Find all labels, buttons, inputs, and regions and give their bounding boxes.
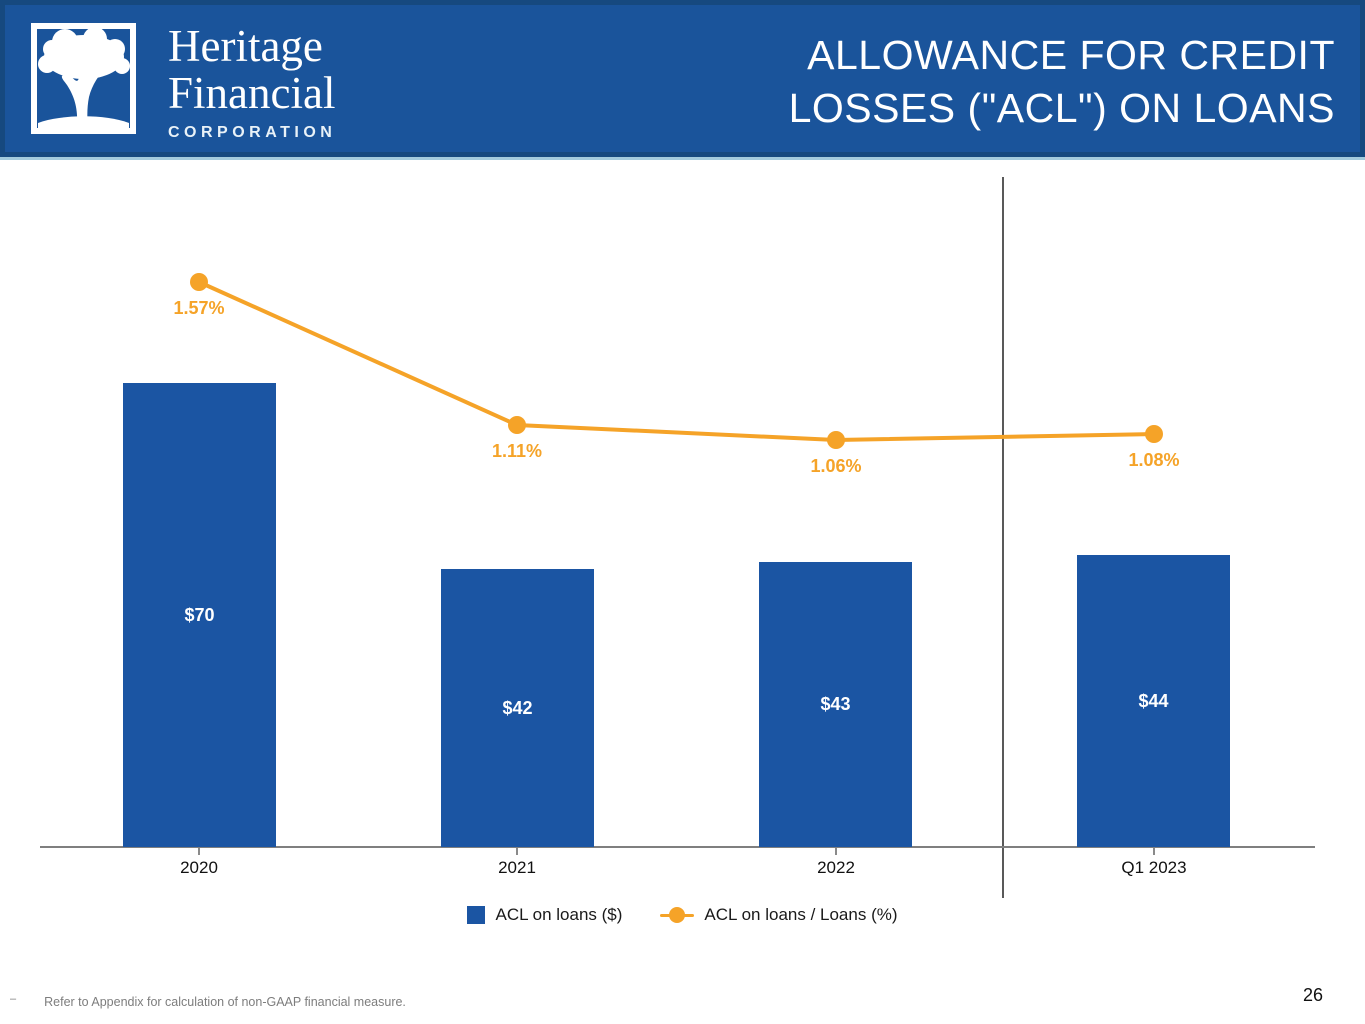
x-axis-label-2020: 2020 [180, 858, 218, 877]
x-axis-label-q1-2023: Q1 2023 [1121, 858, 1187, 877]
x-axis-tick-q1-2023 [1153, 848, 1155, 855]
company-name-line2: Financial [168, 68, 336, 118]
bar-2022: $43 [759, 562, 912, 847]
bar-value-label-q1-2023: $44 [1138, 690, 1169, 711]
line-marker-2021 [508, 416, 526, 434]
company-name: Heritage Financial CORPORATION [168, 23, 336, 142]
legend-bar-label: ACL on loans ($) [495, 905, 623, 924]
chart-legend: ACL on loans ($) ACL on loans / Loans (%… [0, 905, 1365, 925]
bar-q1-2023: $44 [1077, 555, 1230, 847]
company-subtitle: CORPORATION [168, 124, 337, 141]
period-divider-line [1002, 177, 1004, 898]
acl-ratio-line [198, 280, 1155, 443]
legend-item-bar: ACL on loans ($) [467, 905, 622, 925]
line-series-marker-icon [660, 907, 695, 923]
slide-title: ALLOWANCE FOR CREDIT LOSSES ("ACL") ON L… [789, 29, 1335, 135]
tree-icon [31, 23, 136, 134]
x-axis-tick-2021 [516, 848, 518, 855]
company-name-line1: Heritage [168, 21, 323, 71]
footnote: – Refer to Appendix for calculation of n… [10, 993, 406, 1009]
x-axis-label-2021: 2021 [498, 858, 536, 877]
line-marker-q1-2023 [1145, 425, 1163, 443]
bar-2020: $70 [123, 383, 276, 847]
company-logo [27, 19, 140, 138]
bar-value-label-2020: $70 [184, 604, 215, 625]
slide-title-line1: ALLOWANCE FOR CREDIT [807, 32, 1335, 78]
x-axis-line [40, 846, 1315, 848]
line-value-label-2021: 1.11% [491, 441, 543, 461]
line-marker-2022 [827, 431, 845, 449]
line-value-label-2020: 1.57% [173, 298, 225, 318]
legend-line-label: ACL on loans / Loans (%) [704, 905, 898, 924]
slide-title-line2: LOSSES ("ACL") ON LOANS [788, 85, 1335, 131]
line-value-label-q1-2023: 1.08% [1128, 450, 1180, 470]
bar-2021: $42 [441, 569, 594, 847]
line-value-label-2022: 1.06% [810, 456, 862, 476]
x-axis-tick-2022 [835, 848, 837, 855]
footnote-text: Refer to Appendix for calculation of non… [44, 995, 406, 1009]
footnote-marker: – [10, 993, 17, 1005]
x-axis-label-2022: 2022 [817, 858, 855, 877]
header-bar: Heritage Financial CORPORATION ALLOWANCE… [0, 0, 1365, 157]
header-edge-highlight [0, 157, 1365, 160]
x-axis-tick-2020 [198, 848, 200, 855]
bar-value-label-2022: $43 [820, 694, 851, 714]
bar-series-swatch-icon [467, 906, 486, 924]
bar-value-label-2021: $42 [502, 697, 533, 718]
line-marker-2020 [190, 273, 208, 291]
legend-item-line: ACL on loans / Loans (%) [660, 905, 898, 925]
page-number: 26 [1302, 985, 1323, 1005]
